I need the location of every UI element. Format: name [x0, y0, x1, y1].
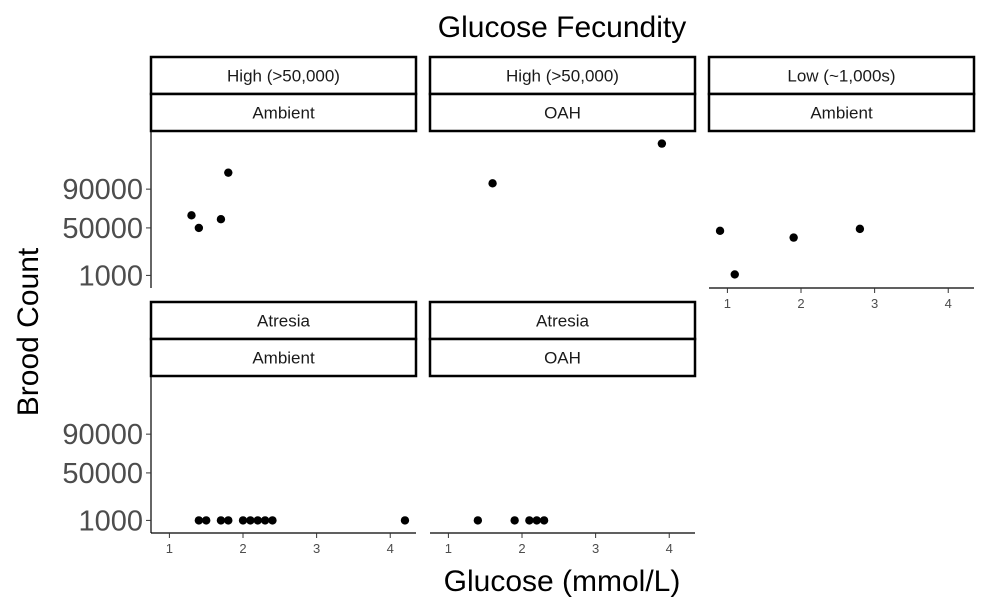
- data-point: [525, 516, 534, 525]
- data-point: [187, 211, 196, 220]
- data-point: [216, 516, 226, 525]
- y-tick-label: 1000: [78, 260, 143, 292]
- facet-strip: [428, 300, 697, 341]
- facet-strip-label: Ambient: [252, 104, 315, 123]
- data-point: [715, 226, 725, 236]
- y-tick-label: 50000: [62, 458, 143, 490]
- chart-title: Glucose Fecundity: [438, 11, 686, 44]
- data-point: [532, 516, 541, 525]
- facet-strip: [428, 337, 697, 378]
- data-point: [730, 270, 739, 279]
- data-point: [253, 516, 262, 525]
- data-point: [238, 516, 248, 525]
- facet-panel: Atresia Ambient 1000 50000 90000 1 2 3 4: [62, 300, 418, 556]
- facet-strip: [707, 55, 976, 96]
- facet-strip-label: Ambient: [252, 349, 315, 368]
- data-point: [473, 516, 483, 525]
- x-tick-label: 4: [387, 541, 394, 556]
- y-tick-label: 50000: [62, 213, 143, 245]
- data-point: [194, 223, 204, 233]
- facet-strip-label: OAH: [544, 104, 581, 123]
- x-tick-label: 1: [724, 296, 731, 311]
- facet-strip: [149, 300, 418, 341]
- facet-panels: High (>50,000)Ambient10005000090000High …: [62, 55, 976, 556]
- facet-strip: [149, 92, 418, 133]
- facet-strip-label: Atresia: [257, 312, 310, 331]
- x-tick-label: 4: [945, 296, 952, 311]
- x-tick-label: 2: [518, 541, 525, 556]
- facet-strip: [149, 55, 418, 96]
- facet-strip-label: High (>50,000): [227, 67, 340, 86]
- data-point: [194, 516, 204, 525]
- y-tick-label: 90000: [62, 174, 143, 206]
- data-point: [488, 179, 497, 188]
- data-point: [510, 516, 519, 525]
- facet-strip-label: High (>50,000): [506, 67, 619, 86]
- data-point: [260, 516, 270, 525]
- facet-panel: High (>50,000) OAH: [428, 55, 697, 188]
- x-tick-label: 4: [666, 541, 673, 556]
- facet-strip: [428, 92, 697, 133]
- facet-strip-label: OAH: [544, 349, 581, 368]
- facet-strip: [707, 92, 976, 133]
- y-axis-title: Brood Count: [12, 247, 45, 416]
- facet-panel: High (>50,000) Ambient 1000 50000 90000: [62, 55, 418, 292]
- facet-panel: Low (~1,000s) Ambient 1 2 3 4: [707, 55, 976, 311]
- data-point: [246, 516, 255, 525]
- facet-strip-label: Ambient: [810, 104, 873, 123]
- data-point: [539, 516, 549, 525]
- y-tick-label: 1000: [78, 505, 143, 537]
- data-point: [268, 516, 277, 525]
- data-point: [216, 214, 226, 224]
- data-point: [224, 168, 233, 177]
- facet-strip: [149, 337, 418, 378]
- facet-strip-label: Atresia: [536, 312, 589, 331]
- facet-strip-label: Low (~1,000s): [787, 67, 895, 86]
- facet-panel: Atresia OAH 1 2 3 4: [428, 300, 697, 556]
- x-tick-label: 1: [445, 541, 452, 556]
- data-point: [657, 139, 667, 148]
- data-point: [855, 224, 865, 234]
- x-tick-label: 3: [313, 541, 320, 556]
- x-tick-label: 1: [166, 541, 173, 556]
- data-point: [789, 233, 798, 242]
- data-point: [224, 516, 233, 525]
- x-tick-label: 3: [592, 541, 599, 556]
- x-tick-label: 3: [871, 296, 878, 311]
- facet-strip: [428, 55, 697, 96]
- x-tick-label: 2: [797, 296, 804, 311]
- data-point: [400, 516, 410, 525]
- y-tick-label: 90000: [62, 419, 143, 451]
- x-tick-label: 2: [239, 541, 246, 556]
- data-point: [202, 516, 211, 525]
- x-axis-title: Glucose (mmol/L): [444, 565, 681, 598]
